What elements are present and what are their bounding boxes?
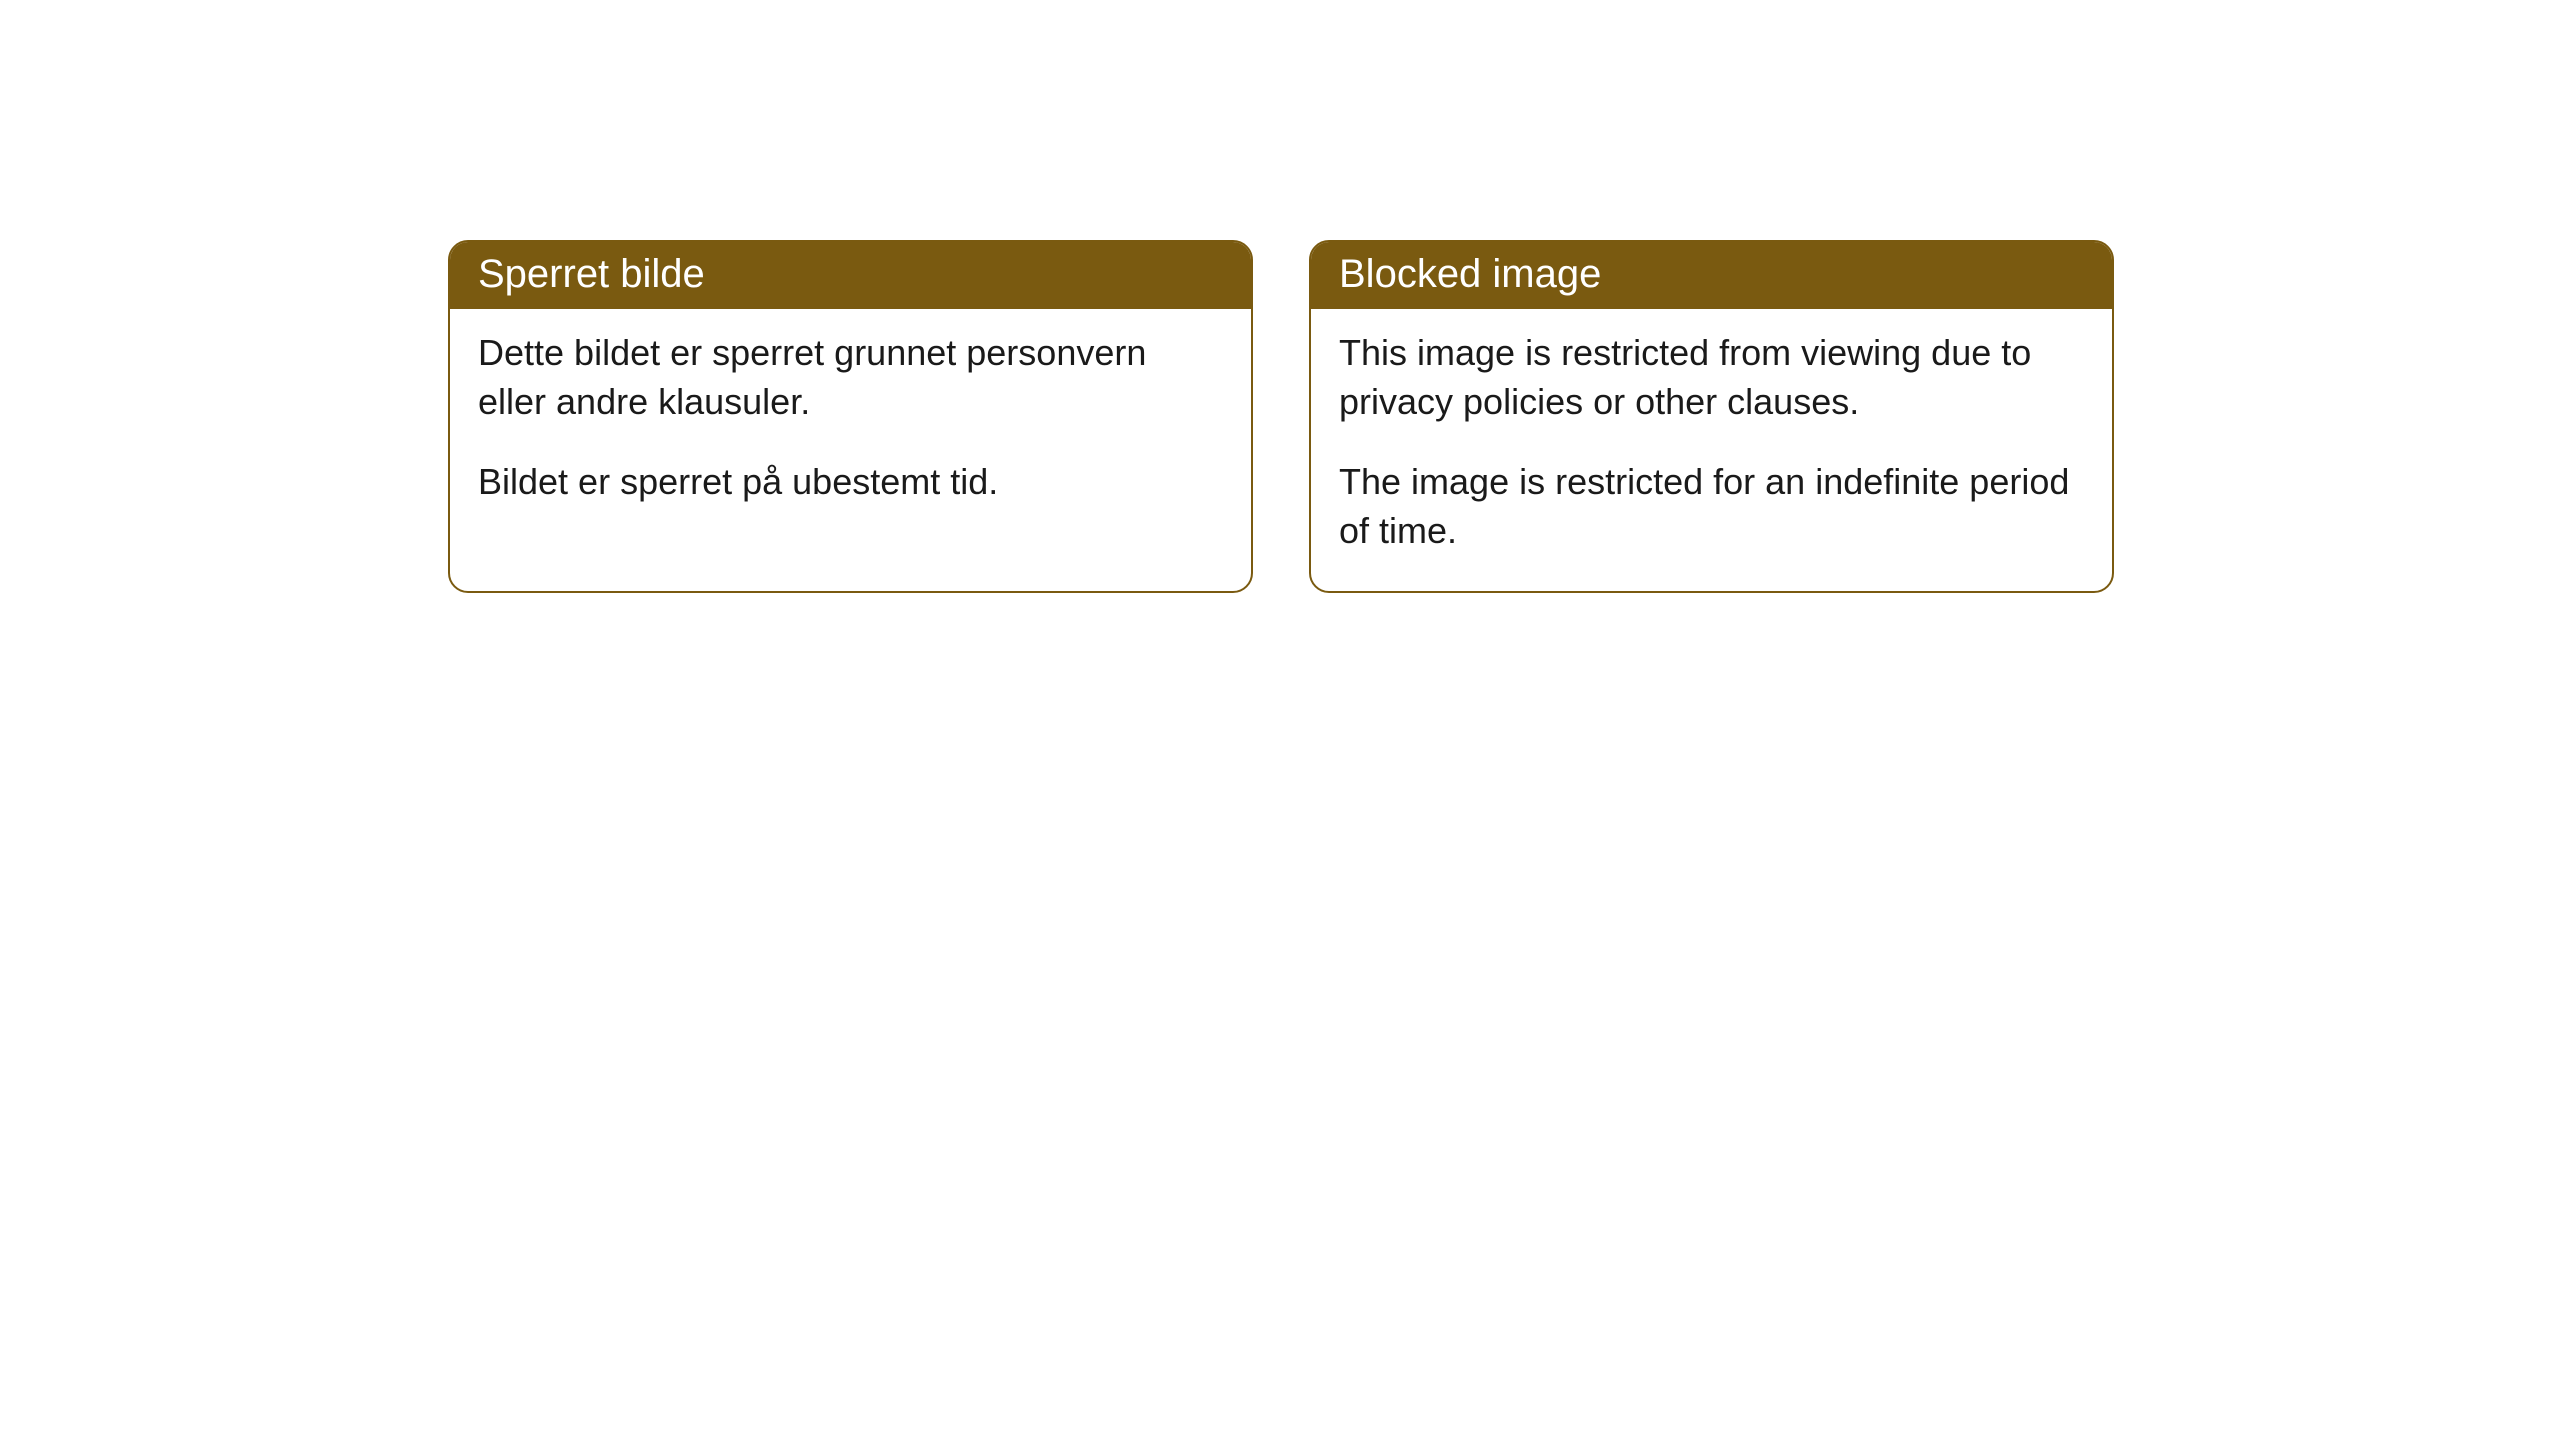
notice-paragraph: The image is restricted for an indefinit… — [1339, 458, 2084, 555]
notice-card-norwegian: Sperret bilde Dette bildet er sperret gr… — [448, 240, 1253, 593]
notice-paragraph: Bildet er sperret på ubestemt tid. — [478, 458, 1223, 507]
notice-paragraph: Dette bildet er sperret grunnet personve… — [478, 329, 1223, 426]
notice-card-english: Blocked image This image is restricted f… — [1309, 240, 2114, 593]
notice-header: Blocked image — [1311, 242, 2112, 309]
notice-body: This image is restricted from viewing du… — [1311, 309, 2112, 591]
notice-container: Sperret bilde Dette bildet er sperret gr… — [448, 240, 2114, 593]
notice-header: Sperret bilde — [450, 242, 1251, 309]
notice-paragraph: This image is restricted from viewing du… — [1339, 329, 2084, 426]
notice-body: Dette bildet er sperret grunnet personve… — [450, 309, 1251, 543]
